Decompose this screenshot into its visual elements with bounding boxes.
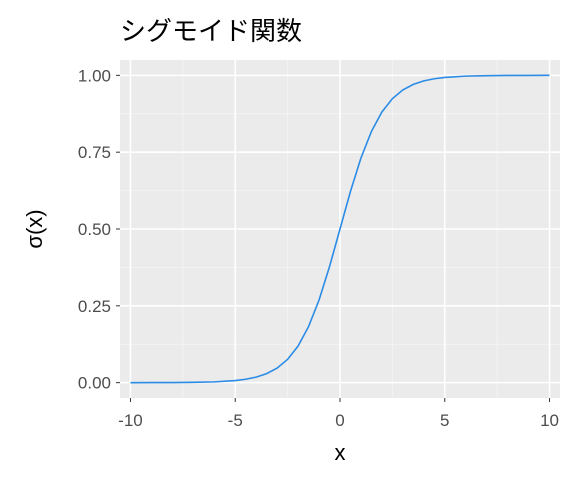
y-tick-label: 0.00	[78, 374, 111, 393]
x-tick-label: 0	[335, 411, 344, 430]
chart-title: シグモイド関数	[120, 17, 302, 47]
y-axis-title: σ(x)	[22, 209, 47, 248]
x-axis-title: x	[335, 440, 346, 465]
x-tick-label: -10	[118, 411, 143, 430]
y-tick-label: 0.50	[78, 220, 111, 239]
y-axis: 0.00 0.25 0.50 0.75 1.00	[78, 66, 120, 393]
y-tick-label: 0.25	[78, 297, 111, 316]
sigmoid-curve	[130, 74, 550, 384]
y-tick-label: 0.75	[78, 143, 111, 162]
y-tick-label: 1.00	[78, 66, 111, 85]
x-tick-label: 10	[540, 411, 559, 430]
x-tick-label: -5	[228, 411, 243, 430]
x-tick-label: 5	[440, 411, 449, 430]
x-axis: -10 -5 0 5 10	[118, 398, 559, 430]
